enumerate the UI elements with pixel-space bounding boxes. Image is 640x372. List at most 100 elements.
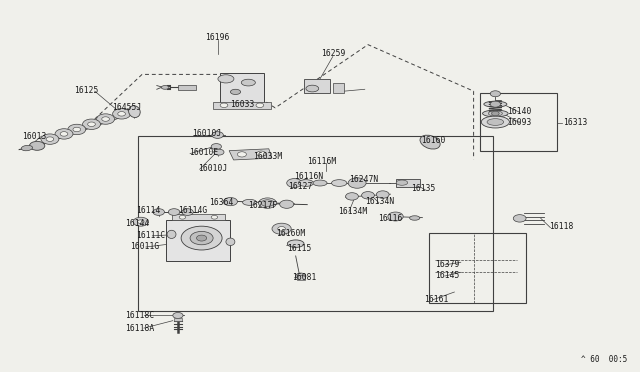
Circle shape [29,141,45,150]
Bar [396,179,420,187]
Bar [429,232,526,303]
Ellipse shape [410,216,420,220]
Circle shape [237,152,246,157]
Circle shape [133,217,148,226]
Circle shape [179,215,186,219]
Text: 16135: 16135 [412,185,436,193]
Text: 16010J: 16010J [192,129,221,138]
Text: 16114: 16114 [136,206,160,215]
Circle shape [256,103,264,108]
Text: 16081: 16081 [292,273,316,282]
Text: 16111C: 16111C [136,231,165,240]
Circle shape [492,111,499,116]
Circle shape [490,91,500,97]
Circle shape [73,127,81,132]
Text: 16455J: 16455J [112,103,141,112]
Circle shape [196,235,207,241]
Circle shape [388,212,403,221]
Text: 16127: 16127 [288,182,312,191]
Bar [297,275,305,280]
Ellipse shape [483,110,508,117]
Ellipse shape [484,101,507,107]
Text: 16010J: 16010J [198,164,228,173]
Circle shape [259,198,276,208]
Circle shape [113,109,131,119]
Circle shape [181,226,222,250]
Circle shape [83,119,100,129]
Bar [172,214,225,220]
Circle shape [153,209,164,215]
Circle shape [362,192,374,199]
Circle shape [173,312,183,318]
Ellipse shape [420,135,440,149]
Circle shape [46,137,54,141]
Ellipse shape [230,89,241,94]
Text: 16144: 16144 [125,219,150,228]
Circle shape [97,114,115,124]
Text: 16013: 16013 [22,132,47,141]
Text: 16114G: 16114G [178,206,207,215]
Text: 16116: 16116 [378,214,402,223]
Ellipse shape [129,106,140,118]
Circle shape [168,209,180,215]
Circle shape [220,103,228,108]
Circle shape [55,129,73,139]
Text: 16093: 16093 [507,118,531,126]
Bar [220,73,264,103]
Bar [304,79,330,93]
Bar [174,318,182,321]
Ellipse shape [21,145,33,151]
Ellipse shape [241,79,255,86]
Ellipse shape [261,200,274,206]
Text: 16118: 16118 [549,222,573,231]
Circle shape [138,220,144,224]
Circle shape [60,132,68,136]
Circle shape [278,227,285,231]
Circle shape [513,215,526,222]
Ellipse shape [332,180,347,186]
Text: 16160M: 16160M [276,229,306,238]
Circle shape [41,134,59,144]
Circle shape [118,112,125,116]
Circle shape [272,223,291,234]
Ellipse shape [313,180,327,186]
Text: 16217F: 16217F [248,201,278,210]
Ellipse shape [243,199,257,205]
Text: 16161: 16161 [424,295,448,304]
Text: 16364: 16364 [209,198,233,207]
Circle shape [182,209,193,215]
Text: 16259: 16259 [321,49,345,58]
Circle shape [346,193,358,200]
Bar [138,136,493,311]
Circle shape [348,178,366,188]
Ellipse shape [481,116,509,128]
Bar [166,220,230,261]
Circle shape [280,200,294,208]
Ellipse shape [298,180,314,186]
Circle shape [190,231,213,245]
Circle shape [287,179,302,187]
Circle shape [102,117,109,121]
Text: 16033: 16033 [230,100,255,109]
Polygon shape [229,149,272,160]
Ellipse shape [218,75,234,83]
Text: 16134N: 16134N [365,197,394,206]
Circle shape [212,132,223,138]
Text: 16116M: 16116M [307,157,337,166]
Text: 16125: 16125 [74,86,98,94]
Circle shape [376,191,389,198]
Text: 16033M: 16033M [253,152,282,161]
Text: 16118A: 16118A [125,324,154,333]
Text: 16145: 16145 [435,271,460,280]
Text: 16160: 16160 [421,136,445,145]
Bar [178,85,196,90]
Bar [333,83,344,93]
Ellipse shape [306,85,319,92]
Text: 16196: 16196 [205,33,230,42]
Bar [213,102,271,109]
Ellipse shape [287,240,304,247]
Text: 16011G: 16011G [130,242,159,251]
Circle shape [490,101,500,107]
Ellipse shape [167,230,176,238]
Text: 16010E: 16010E [189,148,218,157]
